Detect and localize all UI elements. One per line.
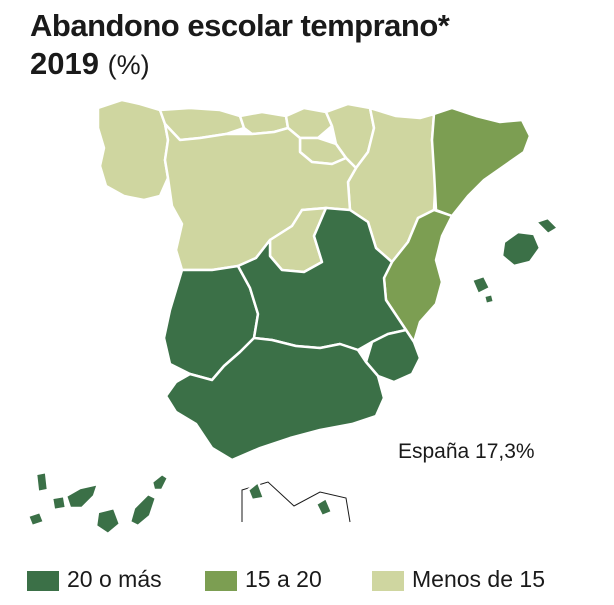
legend-label-mid: 15 a 20 bbox=[245, 566, 322, 592]
region-cataluna bbox=[430, 106, 532, 218]
legend-swatch-low bbox=[372, 571, 404, 591]
region-canarias-fuerteventura bbox=[128, 492, 158, 528]
region-baleares-mallorca bbox=[500, 230, 542, 268]
region-canarias-gran-canaria bbox=[94, 506, 122, 536]
region-baleares-formentera bbox=[482, 292, 496, 306]
legend-swatch-mid bbox=[205, 571, 237, 591]
region-andalucia bbox=[164, 336, 386, 462]
region-baleares-ibiza bbox=[470, 274, 492, 296]
map-title: Abandono escolar temprano* bbox=[30, 8, 450, 43]
region-galicia bbox=[96, 98, 170, 202]
region-ceuta bbox=[246, 480, 266, 502]
legend-swatch-high bbox=[27, 571, 59, 591]
legend-label-high: 20 o más bbox=[67, 566, 162, 592]
region-canarias-lanzarote bbox=[150, 472, 170, 492]
region-canarias-la-palma bbox=[34, 470, 50, 494]
region-melilla bbox=[314, 496, 334, 518]
title-unit: (%) bbox=[107, 50, 150, 80]
map-subtitle: 2019 (%) bbox=[30, 46, 150, 82]
region-baleares-menorca bbox=[534, 216, 560, 236]
title-year: 2019 bbox=[30, 46, 99, 81]
legend-label-low: Menos de 15 bbox=[412, 566, 545, 592]
region-canarias-tenerife bbox=[64, 482, 100, 510]
inset-frame bbox=[241, 481, 351, 523]
region-canarias-la-gomera bbox=[50, 494, 68, 512]
national-total-label: España 17,3% bbox=[398, 440, 535, 463]
region-canarias-el-hierro bbox=[26, 510, 46, 528]
